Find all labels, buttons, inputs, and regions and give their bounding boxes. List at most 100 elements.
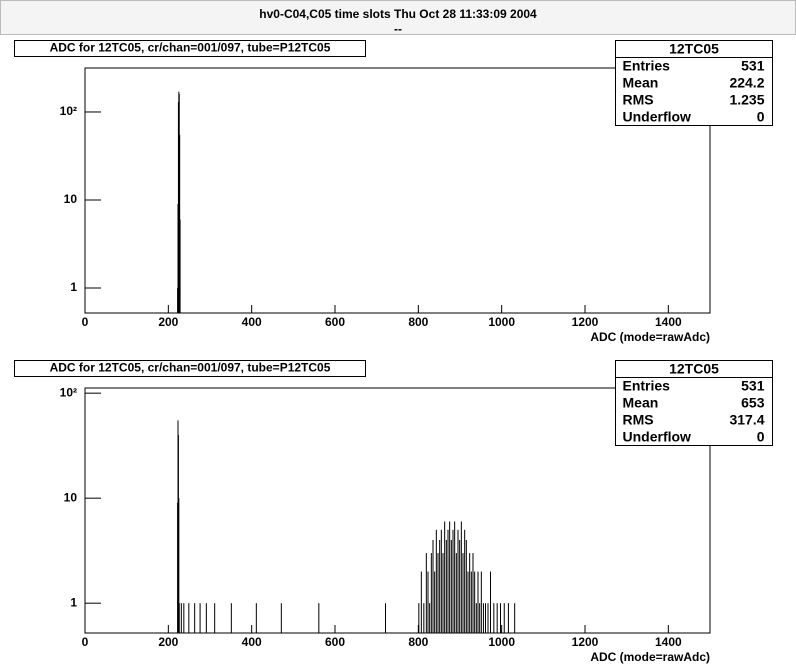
stats-label: Underflow — [623, 109, 692, 125]
stats-label: Underflow — [623, 429, 692, 445]
bin — [205, 603, 207, 633]
y-tick-label: 10² — [60, 385, 77, 399]
x-tick-label: 1400 — [655, 315, 682, 329]
bin — [449, 521, 451, 633]
header-subtitle: -- — [394, 22, 402, 36]
bin — [496, 603, 498, 633]
bin — [280, 603, 282, 633]
bin — [434, 571, 436, 633]
bin — [475, 603, 477, 633]
bin — [462, 553, 464, 633]
y-tick-label: 1 — [70, 280, 77, 294]
stats-title: 12TC05 — [669, 361, 719, 377]
frame — [84, 387, 711, 634]
bin — [442, 553, 444, 633]
y-tick-label: 1 — [70, 595, 77, 609]
x-tick-label: 0 — [82, 635, 89, 649]
bin — [452, 529, 454, 633]
title-box — [14, 40, 366, 57]
bin — [460, 521, 462, 633]
bin — [255, 603, 257, 633]
bin — [214, 603, 216, 633]
y-tick-label: 10² — [60, 104, 77, 118]
bin — [507, 603, 509, 633]
stats-box — [615, 360, 773, 446]
y-tick-label: 10 — [64, 192, 78, 206]
bin — [199, 603, 201, 633]
x-tick-label: 200 — [158, 315, 178, 329]
bin — [425, 553, 427, 633]
bin — [437, 553, 439, 633]
x-tick-label: 800 — [408, 635, 428, 649]
bin — [178, 603, 180, 633]
bin — [179, 219, 181, 313]
stats-value: 0 — [757, 109, 765, 125]
x-tick-label: 1000 — [488, 315, 515, 329]
bin — [464, 529, 466, 633]
stats-label: RMS — [623, 92, 654, 108]
bin — [429, 603, 431, 633]
bin — [427, 571, 429, 633]
x-tick-label: 0 — [82, 315, 89, 329]
x-tick-label: 800 — [408, 315, 428, 329]
bin — [194, 603, 196, 633]
bin — [439, 539, 441, 633]
bin — [487, 603, 489, 633]
bin — [500, 603, 501, 633]
stats-value: 1.235 — [729, 92, 764, 108]
title: ADC for 12TC05, cr/chan=001/097, tube=P1… — [50, 361, 331, 375]
bin — [440, 529, 442, 633]
x-axis-label: ADC (mode=rawAdc) — [590, 650, 710, 664]
bin — [503, 603, 505, 633]
header-box — [0, 0, 796, 35]
y-tick-label: 10 — [64, 490, 78, 504]
stats-label: Entries — [623, 58, 671, 74]
bin — [188, 603, 190, 633]
bin — [479, 603, 481, 633]
bin — [435, 529, 437, 633]
stats-value: 531 — [741, 58, 765, 74]
bin — [444, 521, 446, 633]
bin — [430, 553, 432, 633]
stats-value: 0 — [757, 429, 765, 445]
x-tick-label: 1000 — [488, 635, 515, 649]
bin — [459, 539, 461, 633]
bin — [418, 603, 420, 633]
stats-label: Mean — [623, 75, 659, 91]
stats-label: Mean — [623, 395, 659, 411]
bin — [465, 539, 467, 633]
stats-label: RMS — [623, 412, 654, 428]
x-axis-label: ADC (mode=rawAdc) — [590, 330, 710, 344]
bin — [423, 603, 425, 633]
bin — [385, 603, 386, 633]
bin — [447, 529, 449, 633]
bin — [230, 603, 232, 633]
bin — [183, 603, 185, 633]
bin — [472, 553, 474, 633]
bin — [455, 553, 457, 633]
bin — [180, 603, 182, 633]
bin — [470, 571, 472, 633]
bin — [450, 539, 452, 633]
bin — [178, 498, 180, 633]
bin — [454, 521, 456, 633]
x-tick-label: 1400 — [655, 635, 682, 649]
x-tick-label: 1200 — [572, 315, 599, 329]
title-box — [14, 360, 366, 377]
bin — [318, 603, 320, 633]
x-tick-label: 600 — [325, 315, 345, 329]
stats-value: 224.2 — [729, 75, 764, 91]
bin — [420, 571, 422, 633]
title: ADC for 12TC05, cr/chan=001/097, tube=P1… — [50, 41, 331, 55]
stats-value: 317.4 — [729, 412, 764, 428]
bin — [432, 539, 434, 633]
pad: ADC for 12TC05, cr/chan=001/097, tube=P1… — [14, 360, 773, 664]
bin — [474, 571, 476, 633]
bin — [445, 539, 447, 633]
stats-title: 12TC05 — [669, 41, 719, 57]
bin — [467, 571, 469, 633]
bin — [457, 529, 459, 633]
stats-value: 653 — [741, 395, 765, 411]
x-tick-label: 200 — [158, 635, 178, 649]
